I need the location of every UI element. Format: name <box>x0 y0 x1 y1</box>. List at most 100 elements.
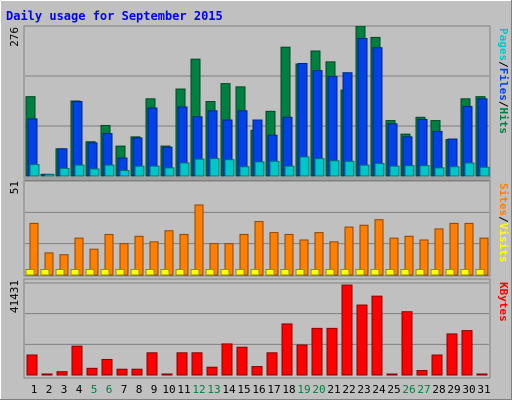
bar-files-day-24 <box>372 47 383 177</box>
bar-sites-day-22 <box>344 226 354 276</box>
x-tick-label-day-7: 7 <box>121 383 128 396</box>
bar-sites-day-17 <box>269 232 279 276</box>
bar-visits-day-19 <box>295 268 305 276</box>
bar-sites-day-18 <box>284 233 294 276</box>
bar-kbytes-day-12 <box>191 352 203 376</box>
bar-pages-day-7 <box>119 170 130 177</box>
bar-visits-day-7 <box>115 268 125 276</box>
bar-pages-day-5 <box>89 168 100 177</box>
bars-sites-visits <box>25 204 489 276</box>
bar-kbytes-day-30 <box>461 330 473 376</box>
bar-pages-day-11 <box>179 162 190 177</box>
bar-pages-day-20 <box>314 158 325 177</box>
bar-visits-day-15 <box>235 268 245 276</box>
x-tick-label-day-16: 16 <box>252 383 265 396</box>
bar-kbytes-day-7 <box>116 368 128 376</box>
bar-sites-day-23 <box>359 224 369 276</box>
ymax-label-bottom: 41431 <box>8 280 21 313</box>
bar-kbytes-day-13 <box>206 366 218 376</box>
x-axis-day-labels: 1 2 3 4 5 6 7 8 9 10 11 12 13 14 15 16 17 18 19 20 21 22 23 24 2… <box>31 383 491 396</box>
legend-separator: / <box>497 61 510 68</box>
bar-visits-day-20 <box>310 268 320 276</box>
bar-kbytes-day-4 <box>71 345 83 376</box>
bar-visits-day-13 <box>205 268 215 276</box>
bar-sites-day-29 <box>449 222 459 276</box>
bar-visits-day-27 <box>415 268 425 276</box>
bar-files-day-22 <box>342 72 353 177</box>
legend-text: KBytes <box>497 282 510 322</box>
x-tick-label-day-31: 31 <box>477 383 490 396</box>
bar-pages-day-19 <box>299 156 310 177</box>
legend-item-sites: Sites <box>497 183 510 216</box>
x-tick-label-day-4: 4 <box>76 383 83 396</box>
bar-visits-day-14 <box>220 268 230 276</box>
bar-sites-day-11 <box>179 233 189 276</box>
bar-pages-day-13 <box>209 158 220 177</box>
bar-visits-day-28 <box>430 268 440 276</box>
bar-kbytes-day-10 <box>161 373 173 376</box>
bars-kbytes <box>26 284 488 376</box>
bar-sites-day-30 <box>464 222 474 276</box>
bar-visits-day-23 <box>355 268 365 276</box>
bar-visits-day-3 <box>55 268 65 276</box>
bar-kbytes-day-31 <box>476 373 488 376</box>
bar-sites-day-15 <box>239 233 249 276</box>
panel-bottom <box>23 278 491 379</box>
bar-kbytes-day-24 <box>371 295 383 376</box>
legend-item-files: Files <box>497 68 510 101</box>
x-tick-label-day-20: 20 <box>312 383 325 396</box>
x-tick-label-day-12: 12 <box>192 383 205 396</box>
bar-pages-day-1 <box>29 164 40 177</box>
legend-separator: / <box>497 101 510 108</box>
bar-kbytes-day-28 <box>431 354 443 376</box>
bar-kbytes-day-2 <box>41 373 53 376</box>
bar-kbytes-day-18 <box>281 323 293 376</box>
bar-files-day-23 <box>357 38 368 177</box>
bar-visits-day-21 <box>325 268 335 276</box>
bar-visits-day-11 <box>175 268 185 276</box>
bar-kbytes-day-17 <box>266 352 278 376</box>
bar-pages-day-16 <box>254 161 265 177</box>
bar-pages-day-17 <box>269 160 280 177</box>
legend-item-hits: Hits <box>497 108 510 135</box>
x-tick-label-day-14: 14 <box>222 383 236 396</box>
legend-separator: / <box>497 216 510 223</box>
bar-visits-day-16 <box>250 268 260 276</box>
bar-kbytes-day-14 <box>221 343 233 376</box>
bar-visits-day-8 <box>130 268 140 276</box>
legend-item-pages: Pages <box>497 28 510 61</box>
bar-sites-day-16 <box>254 221 264 276</box>
x-tick-label-day-27: 27 <box>417 383 430 396</box>
bar-pages-day-15 <box>239 166 250 177</box>
bar-visits-day-26 <box>400 268 410 276</box>
bar-pages-day-2 <box>44 173 55 177</box>
x-tick-label-day-25: 25 <box>387 383 400 396</box>
bar-kbytes-day-9 <box>146 352 158 376</box>
bar-visits-day-9 <box>145 268 155 276</box>
x-tick-label-day-8: 8 <box>136 383 143 396</box>
bar-pages-day-29 <box>449 166 460 177</box>
bar-kbytes-day-11 <box>176 352 188 376</box>
bar-pages-day-25 <box>389 165 400 177</box>
bar-visits-day-24 <box>370 268 380 276</box>
bar-pages-day-26 <box>404 165 415 177</box>
chart-title: Daily usage for September 2015 <box>6 9 223 23</box>
bar-pages-day-18 <box>284 165 295 177</box>
ymax-label-top: 276 <box>8 27 21 47</box>
bar-visits-day-17 <box>265 268 275 276</box>
bar-pages-day-21 <box>329 160 340 177</box>
x-tick-label-day-2: 2 <box>46 383 53 396</box>
bar-kbytes-day-16 <box>251 366 263 376</box>
x-tick-label-day-17: 17 <box>267 383 280 396</box>
bar-visits-day-31 <box>475 268 485 276</box>
x-tick-label-day-10: 10 <box>162 383 175 396</box>
bar-pages-day-12 <box>194 158 205 177</box>
bar-pages-day-3 <box>59 167 70 177</box>
bar-sites-day-10 <box>164 230 174 276</box>
bar-visits-day-18 <box>280 268 290 276</box>
bar-visits-day-10 <box>160 268 170 276</box>
bar-kbytes-day-19 <box>296 344 308 376</box>
bar-pages-day-30 <box>464 162 475 177</box>
bar-kbytes-day-27 <box>416 370 428 376</box>
